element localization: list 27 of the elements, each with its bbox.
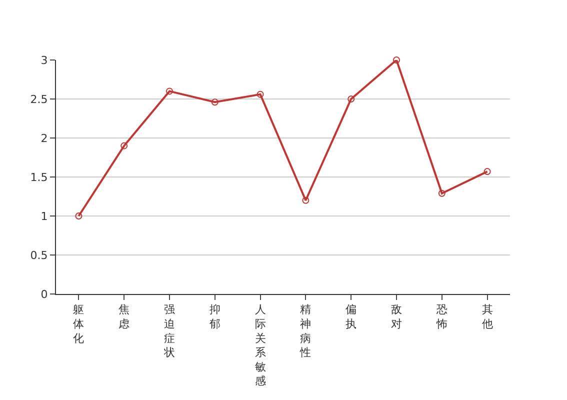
x-tick-label: 强迫症状 (163, 303, 175, 360)
x-tick-label: 焦虑 (118, 303, 130, 330)
point (166, 88, 173, 95)
point (75, 212, 82, 220)
y-tick-label: 0.5 (30, 248, 48, 262)
point (348, 96, 355, 102)
point (484, 168, 491, 176)
x-tick-label: 敌对 (391, 303, 402, 330)
x-tick-label: 人际关系敏感 (254, 303, 266, 388)
point (302, 196, 310, 204)
y-tick-label: 3 (40, 54, 48, 67)
x-tick-label: 恐怖 (435, 303, 448, 330)
y-tick-label: 2 (40, 132, 48, 145)
y-tick-label: 1.5 (30, 170, 48, 184)
y-tick-label: 2.5 (30, 92, 48, 106)
y-tick-label: 1 (40, 210, 48, 223)
x-tick-label: 偏执 (346, 303, 357, 330)
point (120, 142, 128, 150)
x-tick-label: 抑郁 (209, 303, 220, 330)
y-tick-label: 0 (40, 288, 48, 301)
x-tick-label: 其他 (482, 303, 493, 330)
point (211, 98, 218, 106)
point (438, 190, 446, 197)
point (393, 56, 400, 64)
point (256, 90, 264, 98)
x-tick-label: 躯体化 (73, 303, 84, 345)
x-tick-label: 精神病性 (299, 303, 312, 360)
